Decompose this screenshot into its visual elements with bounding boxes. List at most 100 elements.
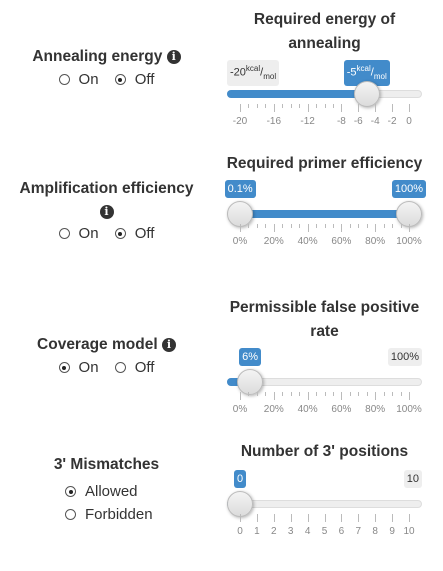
tick-mark <box>307 392 309 400</box>
info-icon[interactable]: i <box>99 205 114 219</box>
tick-mark <box>409 224 410 232</box>
tick-mark-minor <box>282 392 284 396</box>
tick-mark-minor <box>392 224 394 228</box>
positions-slider[interactable]: 0 10 0 1 2 3 4 5 6 7 8 9 10 <box>222 470 427 550</box>
radio-off[interactable]: Off <box>114 71 154 88</box>
tick-mark <box>273 514 275 522</box>
tick-mark <box>240 392 241 400</box>
option-title: Coverage model <box>37 336 158 353</box>
tick-mark-minor <box>248 104 250 108</box>
tick-mark-minor <box>316 104 318 108</box>
tick-mark-minor <box>290 104 292 108</box>
tick-label: 100% <box>396 404 422 415</box>
tick-mark-minor <box>265 224 267 228</box>
tick-mark-minor <box>400 224 402 228</box>
tick-mark <box>341 104 343 112</box>
slider-max-label: 100% <box>387 348 422 366</box>
efficiency-slider[interactable]: 0.1% 100% 0% 20% 40% 60% 80% 100% <box>222 180 427 260</box>
slider-handle[interactable] <box>227 491 253 517</box>
tick-mark <box>273 392 275 400</box>
tick-mark <box>392 104 394 112</box>
slider-title: Required energy of annealing <box>253 11 396 52</box>
radio-group: On Off <box>0 71 213 89</box>
tick-mark-minor <box>324 104 326 108</box>
tick-mark-minor <box>299 224 301 228</box>
slider-title: Required primer efficiency <box>226 155 423 172</box>
slider-low-label: 0.1% <box>224 180 256 198</box>
option-title: 3' Mismatches <box>53 456 160 473</box>
tick-label: -6 <box>353 116 363 127</box>
tick-mark-minor <box>366 392 368 396</box>
slider-ticks <box>222 514 427 524</box>
slider-handle-low[interactable] <box>227 201 254 227</box>
tick-label: 100% <box>396 236 422 247</box>
radio-forbidden[interactable]: Forbidden <box>65 506 153 523</box>
tick-mark <box>375 514 377 522</box>
tick-label: 2 <box>271 526 277 537</box>
tick-label: 0% <box>232 404 248 415</box>
tick-mark-minor <box>332 104 334 108</box>
tick-mark-minor <box>324 224 326 228</box>
tick-label: 6 <box>338 526 345 537</box>
tick-label: 0 <box>237 526 243 537</box>
tick-label: 4 <box>304 526 311 537</box>
radio-on[interactable]: On <box>58 359 99 376</box>
slider-high-label: 100% <box>391 180 427 198</box>
slider-handle[interactable] <box>237 369 264 395</box>
tick-mark-minor <box>400 392 402 396</box>
tick-mark <box>307 514 309 522</box>
radio-allowed[interactable]: Allowed <box>65 483 138 500</box>
radio-off[interactable]: Off <box>114 359 154 376</box>
tick-mark-minor <box>265 104 267 108</box>
info-icon[interactable]: i <box>166 50 181 64</box>
tick-mark <box>273 224 275 232</box>
energy-slider[interactable]: -20kcal/mol -5kcal/mol -20 -16 -12 -8 -6 -4 -2… <box>222 60 427 140</box>
tick-mark-minor <box>358 392 360 396</box>
slider-block-energy: Required energy of annealing -20kcal/mol… <box>222 8 427 140</box>
tick-mark <box>358 514 360 522</box>
tick-mark <box>375 104 377 112</box>
option-amplification-efficiency: Amplification efficiency i On Off <box>0 177 213 243</box>
tick-label: 80% <box>365 404 386 415</box>
tick-label: -2 <box>387 116 397 127</box>
tick-label: 20% <box>263 236 284 247</box>
slider-title: Permissible false positive rate <box>229 299 420 340</box>
slider-handle[interactable] <box>353 81 380 107</box>
tick-mark-minor <box>383 224 385 228</box>
option-row-coverage: Coverage model i On Off Permissible fals… <box>0 290 443 425</box>
radio-on[interactable]: On <box>58 71 99 88</box>
tick-mark <box>358 104 360 112</box>
slider-value-label: 6% <box>239 348 262 366</box>
tick-mark-minor <box>358 224 360 228</box>
option-title: Amplification efficiency <box>19 180 194 197</box>
radio-group: On Off <box>0 225 213 243</box>
tick-mark-minor <box>316 392 318 396</box>
tick-mark <box>290 514 292 522</box>
tick-mark-minor <box>299 104 301 108</box>
tick-mark-minor <box>299 392 301 396</box>
tick-mark-minor <box>265 392 267 396</box>
tick-mark <box>324 514 326 522</box>
slider-bar <box>227 90 367 98</box>
tick-mark-minor <box>332 224 334 228</box>
tick-label: 60% <box>331 236 352 247</box>
tick-label: -8 <box>336 116 346 127</box>
tick-mark-minor <box>282 104 284 108</box>
tick-mark <box>240 514 241 522</box>
fpr-slider[interactable]: 6% 100% 0% 20% 40% 60% 80% 100% <box>222 348 427 428</box>
tick-mark-minor <box>383 392 385 396</box>
radio-off[interactable]: Off <box>114 225 154 242</box>
tick-label: 5 <box>321 526 328 537</box>
slider-track[interactable] <box>227 500 422 508</box>
tick-mark-minor <box>316 224 318 228</box>
tick-mark <box>409 392 410 400</box>
option-row-mismatches: 3' Mismatches Allowed Forbidden Number o… <box>0 435 443 565</box>
info-icon[interactable]: i <box>161 338 176 352</box>
tick-label: 9 <box>389 526 395 537</box>
tick-label: 0 <box>406 116 412 127</box>
tick-label: 40% <box>297 236 318 247</box>
tick-mark-minor <box>290 224 292 228</box>
tick-mark-minor <box>349 392 351 396</box>
tick-mark <box>240 104 241 112</box>
radio-on[interactable]: On <box>58 225 99 242</box>
